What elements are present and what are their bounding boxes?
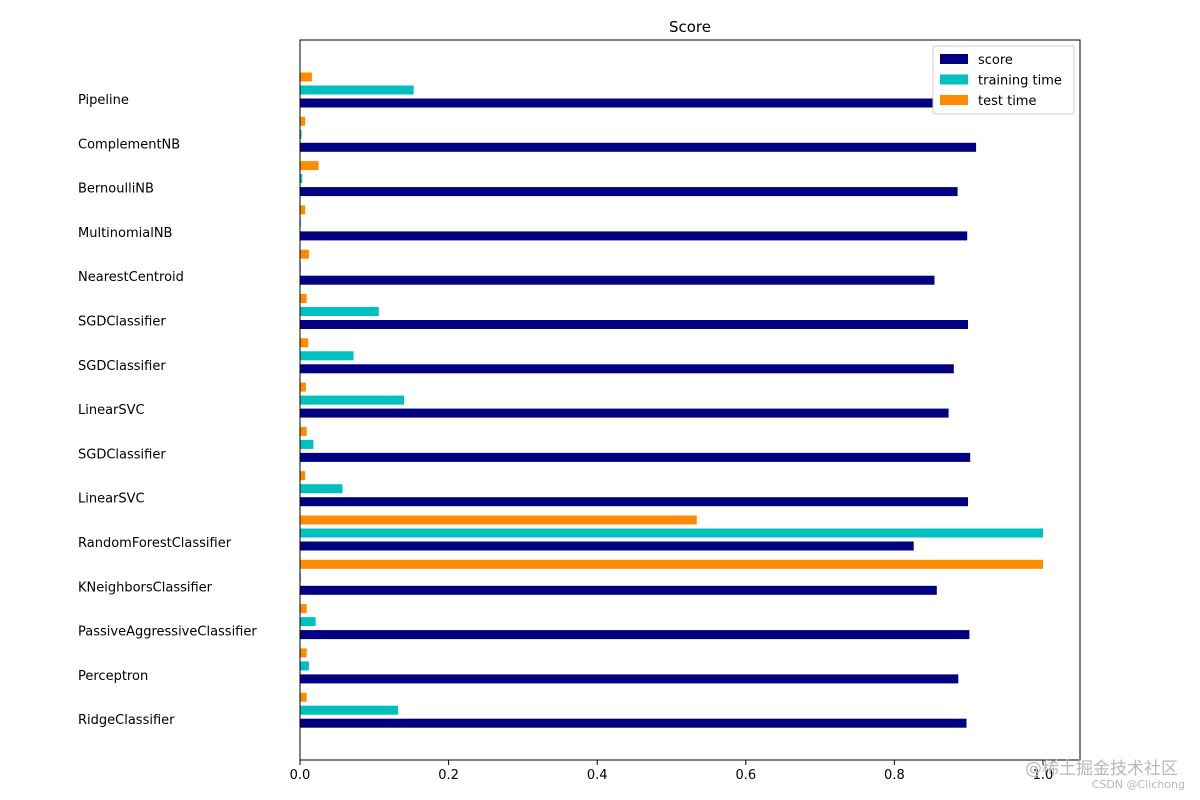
chart-title: Score [669,18,711,36]
bar-test-time-0 [300,72,312,82]
x-tick-label-5: 1.0 [1033,768,1054,783]
bar-training-time-14 [300,705,399,715]
bar-score-0 [300,98,954,108]
watermark-subtext: CSDN @Clichong [1092,778,1185,791]
x-tick-label-4: 0.8 [884,768,905,783]
x-tick-label-0: 0.0 [290,768,311,783]
bar-training-time-6 [300,351,354,361]
legend-swatch-test-time [940,95,968,105]
bar-score-2 [300,187,958,197]
category-label-13: Perceptron [78,669,148,684]
category-label-14: RidgeClassifier [78,713,175,728]
y-axis-categories: Pipeline ComplementNB BernoulliNB Multinomi… [78,93,257,728]
bar-score-5 [300,320,968,329]
bar-training-time-2 [300,174,303,184]
bar-test-time-10 [300,515,697,525]
category-label-4: NearestCentroid [78,270,184,285]
bar-test-time-14 [300,692,307,702]
bar-score-13 [300,674,959,684]
bar-training-time-12 [300,617,316,627]
bar-score-4 [300,275,935,285]
bar-test-time-6 [300,338,309,348]
legend-label-training-time: training time [978,74,1062,89]
bar-test-time-12 [300,604,307,614]
bar-training-time-5 [300,307,379,316]
bar-score-3 [300,231,968,241]
axes-frame [299,39,1081,761]
bar-score-14 [300,718,967,728]
bars-layer [300,72,1043,728]
bar-score-12 [300,630,970,640]
bar-test-time-1 [300,116,306,126]
bar-score-1 [300,142,977,152]
bar-training-time-13 [300,661,309,671]
legend-swatch-score [940,54,968,64]
bar-test-time-8 [300,426,307,436]
x-tick-label-1: 0.2 [438,768,459,783]
legend: score training time test time [932,45,1075,115]
x-tick-label-3: 0.6 [735,768,756,783]
bar-training-time-9 [300,484,343,494]
category-label-12: PassiveAggressiveClassifier [78,625,257,640]
category-label-3: MultinomialNB [78,226,172,241]
bar-score-8 [300,452,971,462]
bar-training-time-8 [300,439,314,449]
bar-score-11 [300,585,937,595]
bar-training-time-10 [300,528,1043,538]
category-label-6: SGDClassifier [78,359,166,374]
category-label-7: LinearSVC [78,403,145,418]
legend-label-score: score [978,53,1013,68]
bar-test-time-11 [300,559,1043,569]
bar-training-time-0 [300,85,414,95]
bar-test-time-3 [300,205,306,215]
category-label-5: SGDClassifier [78,315,166,330]
category-label-9: LinearSVC [78,492,145,507]
bar-test-time-2 [300,161,319,171]
category-label-8: SGDClassifier [78,447,166,462]
bar-test-time-7 [300,382,306,392]
category-label-11: KNeighborsClassifier [78,580,213,595]
watermark-text: @稀土掘金技术社区 [1025,759,1178,779]
bar-score-10 [300,541,914,551]
bar-test-time-5 [300,294,307,303]
legend-label-test-time: test time [978,94,1036,109]
legend-frame [932,45,1075,115]
bar-score-6 [300,364,954,374]
x-tick-label-2: 0.4 [587,768,608,783]
x-axis-ticks: 0.0 0.2 0.4 0.6 0.8 1.0 [290,760,1054,783]
bar-score-7 [300,408,949,418]
bar-test-time-9 [300,471,306,481]
category-label-0: Pipeline [78,93,129,108]
legend-swatch-training-time [940,74,968,85]
category-label-2: BernoulliNB [78,182,154,197]
category-label-10: RandomForestClassifier [78,536,232,551]
category-label-1: ComplementNB [78,137,180,152]
bar-training-time-7 [300,395,404,405]
bar-test-time-4 [300,249,309,259]
bar-test-time-13 [300,648,307,658]
bar-training-time-1 [300,129,302,139]
bar-score-9 [300,497,968,507]
